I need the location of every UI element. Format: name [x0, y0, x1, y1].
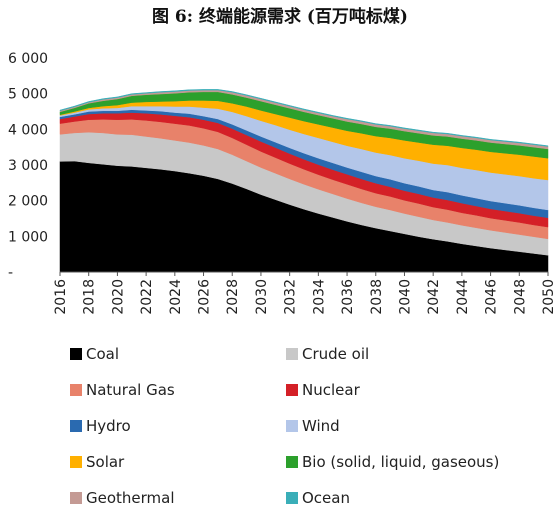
x-tick-label: 2028: [225, 279, 241, 315]
legend-label: Natural Gas: [86, 381, 175, 399]
legend-item: Solar: [70, 452, 124, 472]
x-tick-label: 2036: [340, 279, 356, 315]
legend-item: Bio (solid, liquid, gaseous): [286, 452, 499, 472]
legend-label: Solar: [86, 453, 125, 471]
legend-item: Coal: [70, 344, 119, 364]
legend-swatch: [286, 348, 298, 360]
y-tick-label: 4 000: [8, 122, 48, 138]
legend-item: Nuclear: [286, 380, 360, 400]
x-tick-label: 2034: [311, 279, 327, 315]
axes-group: - 1 000 2 000 3 000 4 000 5 000 6 000 2016 2018 2…: [8, 51, 557, 315]
legend-item: Crude oil: [286, 344, 369, 364]
x-tick-label: 2044: [455, 279, 471, 315]
legend-item: Ocean: [286, 488, 350, 508]
y-tick-label: 1 000: [8, 229, 48, 245]
chart-title: 图 6: 终端能源需求 (百万吨标煤): [152, 7, 408, 27]
y-tick-label: 2 000: [8, 194, 48, 210]
legend-item: Geothermal: [70, 488, 175, 508]
y-tick-label: -: [8, 265, 13, 281]
legend-label: Bio (solid, liquid, gaseous): [302, 453, 500, 471]
x-tick-label: 2032: [283, 279, 299, 315]
legend-swatch: [70, 456, 82, 468]
legend-swatch: [70, 492, 82, 504]
area-ocean: [59, 89, 549, 147]
legend-label: Geothermal: [86, 489, 175, 507]
legend-label: Ocean: [302, 489, 350, 507]
y-tick-label: 6 000: [8, 51, 48, 67]
x-tick-label: 2026: [197, 279, 213, 315]
legend-item: Hydro: [70, 416, 131, 436]
legend-label: Hydro: [86, 417, 131, 435]
legend-label: Coal: [86, 345, 120, 363]
legend-swatch: [286, 420, 298, 432]
y-tick-label: 5 000: [8, 87, 48, 103]
x-tick-label: 2042: [426, 279, 442, 315]
legend-label: Crude oil: [302, 345, 370, 363]
legend-item: Wind: [286, 416, 340, 436]
legend-swatch: [70, 384, 82, 396]
x-tick-label: 2018: [82, 279, 98, 315]
legend-label: Wind: [302, 417, 340, 435]
x-tick-label: 2048: [512, 279, 528, 315]
x-tick-label: 2040: [397, 279, 413, 315]
legend-swatch: [286, 384, 298, 396]
x-tick-label: 2024: [168, 279, 184, 315]
legend-swatch: [286, 456, 298, 468]
x-tick-label: 2022: [139, 279, 155, 315]
x-tick-label: 2020: [110, 279, 126, 315]
x-tick-label: 2016: [53, 279, 69, 315]
x-tick-label: 2046: [484, 279, 500, 315]
y-tick-label: 3 000: [8, 158, 48, 174]
legend-swatch: [70, 348, 82, 360]
x-tick-label: 2038: [369, 279, 385, 315]
legend-swatch: [286, 492, 298, 504]
legend-label: Nuclear: [302, 381, 360, 399]
legend-swatch: [70, 420, 82, 432]
x-tick-label: 2030: [254, 279, 270, 315]
area-series-group: [59, 89, 549, 273]
x-tick-label: 2050: [541, 279, 557, 315]
legend-item: Natural Gas: [70, 380, 175, 400]
